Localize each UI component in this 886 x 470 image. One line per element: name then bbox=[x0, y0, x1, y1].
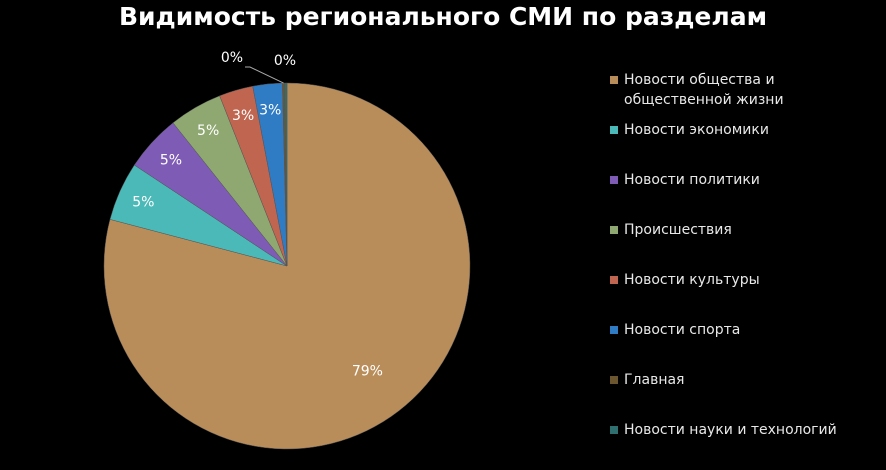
leader-line bbox=[245, 66, 284, 84]
data-label: 5% bbox=[132, 195, 154, 211]
legend-label: Новости спорта bbox=[624, 322, 741, 338]
data-label: 5% bbox=[160, 153, 182, 169]
legend: Новости общества и общественной жизни Нов… bbox=[610, 70, 886, 470]
data-label: 0% bbox=[221, 50, 243, 66]
legend-label: Происшествия bbox=[624, 222, 732, 238]
pie-slice bbox=[103, 82, 471, 450]
data-label: 5% bbox=[197, 123, 219, 139]
legend-label: Главная bbox=[624, 372, 685, 388]
legend-item: Новости политики bbox=[610, 170, 886, 220]
legend-swatch bbox=[610, 326, 618, 334]
legend-label: Новости культуры bbox=[624, 272, 760, 288]
legend-swatch bbox=[610, 126, 618, 134]
data-label: 3% bbox=[232, 108, 254, 124]
legend-label: Новости науки и технологий bbox=[624, 422, 837, 438]
legend-item: Новости спорта bbox=[610, 320, 886, 370]
legend-swatch bbox=[610, 226, 618, 234]
legend-swatch bbox=[610, 376, 618, 384]
data-label: 79% bbox=[352, 363, 383, 379]
legend-item: Новости науки и технологий bbox=[610, 420, 886, 470]
legend-item: Главная bbox=[610, 370, 886, 420]
pie-slice bbox=[284, 82, 288, 267]
legend-label: Новости общества и общественной жизни bbox=[624, 72, 784, 108]
chart-title: Видимость регионального СМИ по разделам bbox=[118, 2, 768, 31]
legend-item: Новости общества и общественной жизни bbox=[610, 70, 886, 120]
legend-item: Новости экономики bbox=[610, 120, 886, 170]
legend-item: Новости культуры bbox=[610, 270, 886, 320]
legend-label: Новости политики bbox=[624, 172, 760, 188]
legend-swatch bbox=[610, 276, 618, 284]
data-label: 3% bbox=[259, 103, 281, 119]
legend-swatch bbox=[610, 76, 618, 84]
pie-chart: 79% 5% 5% 5% 3% 3% 0% 0% bbox=[103, 50, 471, 450]
legend-swatch bbox=[610, 426, 618, 434]
legend-swatch bbox=[610, 176, 618, 184]
legend-label: Новости экономики bbox=[624, 122, 769, 138]
data-label: 0% bbox=[274, 53, 296, 69]
legend-item: Происшествия bbox=[610, 220, 886, 270]
